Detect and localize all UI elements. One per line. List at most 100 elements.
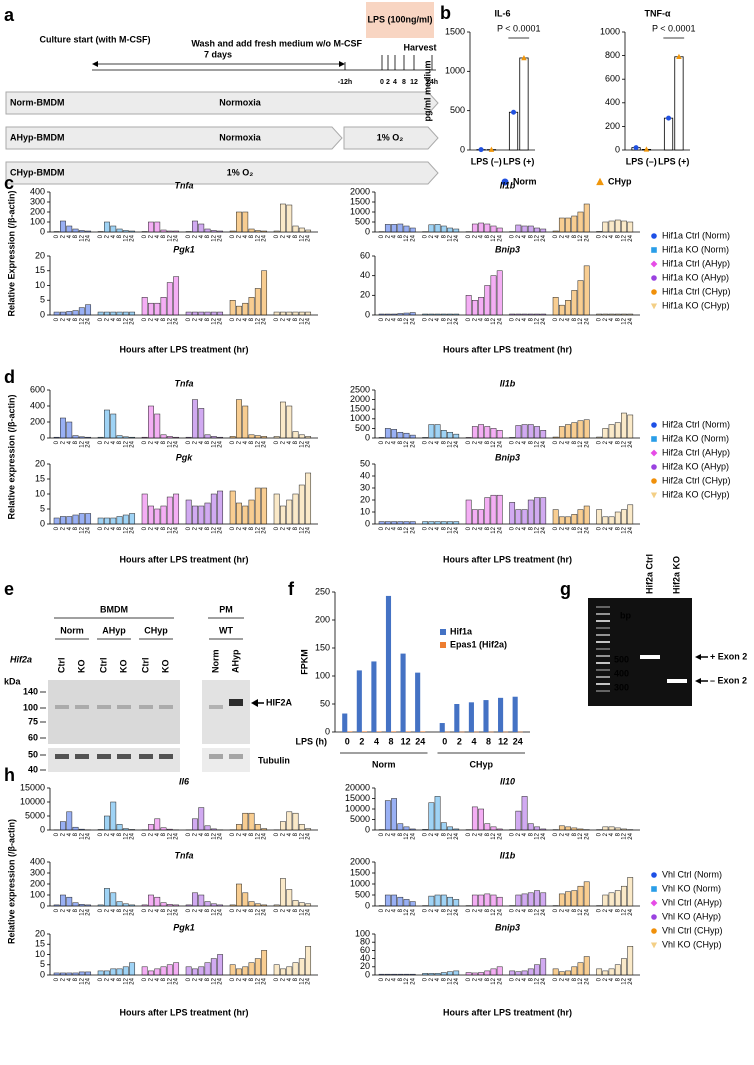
x-tick-label: 12 (491, 526, 497, 533)
bp-marker: 500 (614, 654, 629, 664)
x-tick-label: 2 (472, 908, 478, 912)
x-tick-label: 4 (566, 234, 572, 238)
bar (66, 972, 73, 976)
x-tick-label: 2 (61, 234, 67, 238)
y-tick-label: 0 (365, 900, 370, 910)
y-tick-label: 200 (605, 121, 620, 131)
x-tick-label: 2 (149, 440, 155, 444)
x-tick-label: 8 (572, 234, 578, 238)
y-tick-label: 10 (360, 506, 370, 516)
x-axis-label: Hours after LPS treatment (hr) (443, 344, 572, 354)
bar (540, 828, 547, 831)
group-label: BMDM (100, 604, 128, 614)
y-tick-label: 500 (355, 423, 370, 433)
legend-marker (651, 422, 657, 428)
x-tick-label: 12 (622, 317, 628, 324)
bar (540, 228, 547, 233)
x-tick-label: 12 (167, 908, 173, 915)
bar (527, 823, 534, 831)
y-tick-label: 5 (40, 503, 45, 513)
bar (160, 229, 167, 233)
y-tick-label: 0 (365, 518, 370, 528)
y-tick-label: 10000 (20, 796, 45, 806)
x-tick-label: 4 (435, 977, 441, 981)
arrow-head (92, 61, 98, 67)
x-tick-label: 12 (491, 908, 497, 915)
subplot-title: Tnfa (175, 850, 194, 860)
x-tick-label: 2 (429, 234, 435, 238)
bar (614, 827, 621, 831)
bar (298, 824, 305, 831)
gel-lane-label: Hif2a Ctrl (644, 554, 654, 594)
x-tick-label: 24 (218, 908, 224, 915)
ladder-band (596, 606, 610, 608)
bar (490, 894, 497, 907)
x-tick-label: 24 (497, 908, 503, 915)
x-tick-label: 8 (161, 908, 167, 912)
x-tick-label: 8 (441, 440, 447, 444)
bar (596, 436, 603, 439)
x-tick-label: 4 (287, 440, 293, 444)
bar (154, 413, 161, 439)
x-tick-label: 8 (528, 832, 534, 836)
x-tick-label: 2 (193, 977, 199, 981)
bar (378, 437, 385, 439)
bar (403, 521, 410, 525)
data-point (676, 53, 682, 60)
band (139, 754, 153, 759)
x-tick-label: 8 (528, 908, 534, 912)
x-tick-label: 12 (299, 234, 305, 241)
bar (409, 828, 416, 831)
band (55, 754, 69, 759)
bar (204, 434, 211, 439)
y-tick-label: 200 (315, 614, 330, 624)
arrow-head (695, 654, 701, 660)
x-tick-label: 2 (559, 832, 565, 836)
x-tick-label: 24 (306, 440, 312, 447)
bar (110, 311, 117, 316)
x-tick-label: 24 (628, 234, 634, 241)
x-tick-label: 12 (211, 440, 217, 447)
legend-label: Hif1a KO (Norm) (662, 244, 729, 254)
y-tick-label: 1500 (350, 196, 370, 206)
x-tick-label: 4 (67, 832, 73, 836)
bar (173, 493, 180, 525)
x-tick-label: 0 (230, 234, 236, 238)
x-tick-label: 2 (385, 977, 391, 981)
y-tick-label: 10 (35, 949, 45, 959)
legend-label: Hif2a KO (CHyp) (662, 489, 730, 499)
bar (242, 405, 249, 439)
bar (409, 973, 416, 976)
x-tick-label: 12 (448, 908, 454, 915)
bar (496, 494, 503, 525)
bar (434, 521, 441, 525)
x-tick-label: 0 (379, 526, 385, 530)
data-point (666, 115, 672, 121)
x-tick-label: 0 (186, 832, 192, 836)
bar (614, 964, 621, 976)
bar (602, 826, 609, 831)
x-tick-label: 0 (510, 526, 516, 530)
band (55, 705, 69, 709)
x-tick-label: 4 (243, 234, 249, 238)
x-tick-label: 0 (553, 526, 559, 530)
legend-label: Vhl KO (CHyp) (662, 939, 722, 949)
x-tick-label: 4 (155, 908, 161, 912)
y-tick-label: 10 (35, 488, 45, 498)
bar (540, 958, 547, 976)
legend-marker (650, 449, 658, 457)
bar (148, 970, 154, 976)
bar (608, 892, 615, 907)
bar (236, 883, 242, 907)
x-tick-label: 24 (86, 440, 92, 447)
x-tick-label: 24 (410, 908, 416, 915)
bar (496, 270, 503, 316)
bar (198, 966, 205, 976)
bp-marker: 300 (614, 682, 629, 692)
bar (515, 894, 522, 907)
bar (471, 509, 478, 525)
bar (608, 313, 615, 316)
bar (229, 964, 236, 976)
y-tick-label: 0 (40, 309, 45, 319)
bar (471, 972, 478, 976)
